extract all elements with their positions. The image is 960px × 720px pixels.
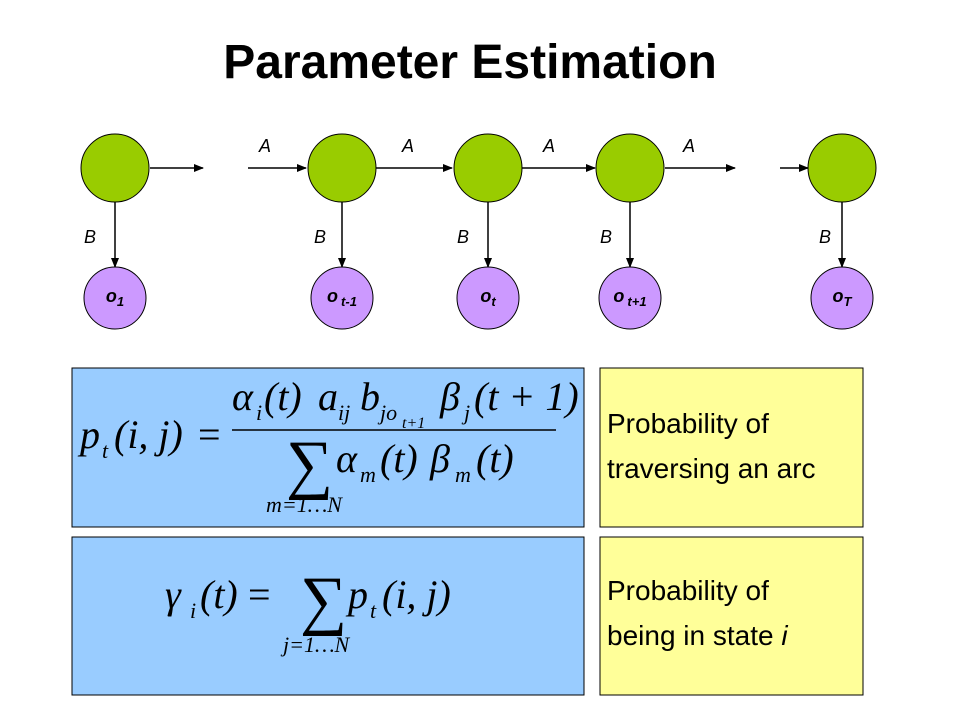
math: i <box>190 598 196 623</box>
math: m <box>455 462 471 487</box>
description: Probability of <box>607 575 769 606</box>
math: m <box>360 462 376 487</box>
math: β <box>439 374 460 419</box>
math: m=1…N <box>266 492 343 517</box>
transition-label: A <box>401 136 414 156</box>
math: ∑ <box>300 564 347 637</box>
math: b <box>360 374 380 419</box>
math: t <box>102 438 109 463</box>
transition-label: A <box>258 136 271 156</box>
description: being in state i <box>607 620 788 651</box>
transition-label: A <box>542 136 555 156</box>
math: γ <box>165 572 182 617</box>
emission-label: B <box>457 227 469 247</box>
emission-arrows <box>111 201 846 268</box>
math: ∑ <box>286 428 333 501</box>
emission-label: B <box>314 227 326 247</box>
math: = <box>198 412 221 457</box>
math: (i, j) <box>114 412 183 457</box>
formula-box <box>71 536 585 696</box>
math: p <box>345 572 368 617</box>
state-nodes <box>80 133 877 203</box>
title: Parameter Estimation <box>223 36 717 89</box>
observation-label: ot <box>480 286 496 309</box>
math: j <box>461 400 470 425</box>
description-box <box>599 536 864 696</box>
observation-label: o t-1 <box>327 286 357 309</box>
math: (t + 1) <box>474 374 579 419</box>
math: ij <box>338 400 350 425</box>
math: (t) <box>200 572 238 617</box>
observation-nodes <box>83 266 874 330</box>
math: (i, j) <box>382 572 451 617</box>
math: α <box>232 374 254 419</box>
formula-1: p t (i, j) = α i (t) a ij b jo t+1 β j (… <box>77 374 579 517</box>
emission-label: B <box>84 227 96 247</box>
description: traversing an arc <box>607 453 816 484</box>
math: (t) <box>476 436 514 481</box>
math: a <box>318 374 338 419</box>
observation-label: oT <box>833 286 853 309</box>
description: Probability of <box>607 408 769 439</box>
math: j=1…N <box>280 632 351 657</box>
transition-label: A <box>682 136 695 156</box>
math: = <box>248 572 271 617</box>
formula-2: γ i (t) = ∑ j=1…N p t (i, j) <box>165 564 451 657</box>
math: t <box>370 598 377 623</box>
emission-label: B <box>819 227 831 247</box>
math: (t) <box>264 374 302 419</box>
math: β <box>429 436 450 481</box>
emission-label: B <box>600 227 612 247</box>
math: t+1 <box>402 415 425 432</box>
math: α <box>336 436 358 481</box>
description-box <box>599 367 864 528</box>
observation-label: o t+1 <box>613 286 646 309</box>
math: p <box>77 412 100 457</box>
observation-label: o1 <box>106 286 124 309</box>
math: i <box>256 400 262 425</box>
formula-box <box>71 367 585 528</box>
math: (t) <box>380 436 418 481</box>
math: jo <box>377 400 397 425</box>
